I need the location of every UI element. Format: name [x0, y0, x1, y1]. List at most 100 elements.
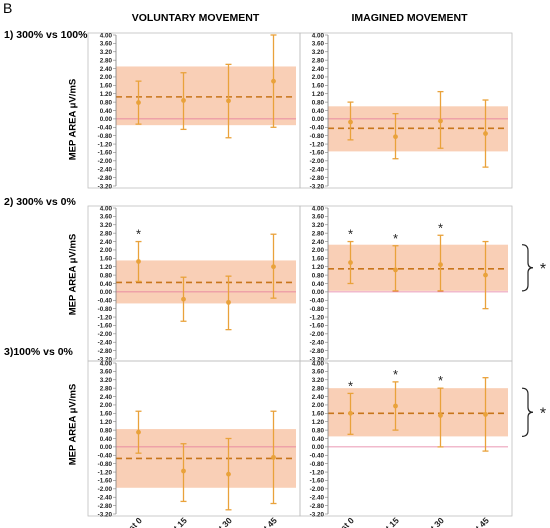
y-tick-label: 1.60 — [312, 256, 325, 263]
y-tick-label: 1.20 — [312, 91, 325, 98]
category-label: post 0 — [331, 515, 356, 528]
y-tick-label: -1.20 — [310, 469, 325, 476]
y-tick-label: 0.40 — [312, 108, 325, 115]
y-tick-label: 2.80 — [100, 385, 113, 392]
panel-frame — [299, 360, 513, 517]
y-tick-label: 2.40 — [100, 66, 113, 73]
significance-star: * — [136, 227, 141, 242]
data-point — [226, 299, 231, 305]
data-point — [393, 403, 398, 409]
y-tick-label: 4.00 — [312, 32, 325, 39]
y-tick-label: -2.00 — [98, 331, 113, 338]
y-tick-label: -2.80 — [98, 503, 113, 510]
y-tick-label: 2.80 — [312, 230, 325, 237]
y-tick-label: 2.80 — [312, 57, 325, 64]
y-tick-label: 4.00 — [100, 360, 113, 367]
confidence-band — [116, 66, 296, 126]
y-tick-label: -0.40 — [310, 125, 325, 132]
y-tick-label: 2.40 — [100, 239, 113, 246]
category-label: post 30 — [418, 515, 446, 528]
y-tick-label: -0.80 — [98, 306, 113, 313]
data-point — [393, 267, 398, 273]
data-point — [438, 118, 443, 124]
y-tick-label: -2.00 — [98, 486, 113, 493]
y-tick-label: -0.80 — [310, 133, 325, 140]
column-title-imagined: IMAGINED MOVEMENT — [351, 12, 468, 24]
category-label: post 45 — [463, 515, 491, 528]
y-tick-label: 1.60 — [312, 411, 325, 418]
y-tick-label: -0.80 — [98, 133, 113, 140]
significance-star: * — [438, 220, 443, 235]
column-title-voluntary: VOLUNTARY MOVEMENT — [131, 12, 260, 24]
y-tick-label: 1.60 — [100, 411, 113, 418]
data-point — [226, 98, 231, 104]
y-tick-label: 0.40 — [312, 436, 325, 443]
y-tick-label: 4.00 — [100, 32, 113, 39]
y-tick-label: 0.80 — [312, 99, 325, 106]
y-tick-label: 0.80 — [100, 427, 113, 434]
y-tick-label: 1.20 — [100, 264, 113, 271]
y-tick-label: 2.00 — [312, 247, 325, 254]
y-tick-label: 2.00 — [100, 402, 113, 409]
confidence-band — [328, 388, 508, 437]
data-point — [438, 262, 443, 268]
significance-star: * — [438, 373, 443, 388]
data-point — [181, 98, 186, 103]
data-point — [136, 429, 141, 435]
data-point — [483, 272, 488, 278]
bracket-star: * — [540, 405, 546, 422]
panel-label: B — [3, 0, 13, 16]
y-tick-label: 2.00 — [312, 74, 325, 81]
y-tick-label: 0.00 — [100, 289, 113, 296]
y-tick-label: 3.20 — [312, 377, 325, 384]
chart-panel-1: 4.00 3.603.202.80 2.402.00 1.601.200.80 0.40… — [87, 32, 301, 190]
y-tick-label: -1.60 — [98, 478, 113, 485]
data-point — [226, 471, 231, 477]
y-tick-label: 0.00 — [312, 444, 325, 451]
panel-frame — [299, 32, 513, 189]
y-tick-label: 3.60 — [312, 41, 325, 48]
y-tick-label: 0.80 — [312, 272, 325, 279]
y-tick-label: 0.40 — [100, 281, 113, 288]
data-point — [181, 468, 186, 474]
row-label-2: 2) 300% vs 0% — [4, 196, 76, 208]
data-point — [348, 260, 353, 265]
y-tick-label: -2.40 — [98, 340, 113, 347]
significance-star: * — [348, 227, 353, 242]
significance-star: * — [393, 367, 398, 382]
y-tick-label: -0.40 — [310, 298, 325, 305]
y-tick-label: -2.00 — [310, 331, 325, 338]
y-tick-label: -3.20 — [98, 356, 113, 363]
data-point — [438, 413, 443, 418]
y-tick-label: 1.20 — [312, 419, 325, 426]
y-tick-label: -1.60 — [310, 323, 325, 330]
y-tick-label: -0.80 — [98, 461, 113, 468]
y-tick-label: 3.60 — [100, 369, 113, 376]
data-point — [271, 454, 276, 460]
row-label-1: 1) 300% vs 100% — [4, 29, 88, 41]
y-tick-label: 3.20 — [100, 222, 113, 229]
significance-star: * — [348, 378, 353, 393]
y-tick-label: 0.40 — [100, 108, 113, 115]
y-tick-label: -2.00 — [310, 486, 325, 493]
y-tick-label: -0.40 — [310, 453, 325, 460]
y-tick-label: -2.40 — [310, 167, 325, 174]
y-tick-label: -1.60 — [310, 150, 325, 157]
y-tick-label: -2.00 — [98, 158, 113, 165]
y-tick-label: -1.20 — [310, 314, 325, 321]
y-tick-label: -3.20 — [310, 511, 325, 518]
y-tick-label: 2.40 — [312, 66, 325, 73]
y-tick-label: 4.00 — [312, 360, 325, 367]
y-tick-label: -2.80 — [310, 348, 325, 355]
y-tick-label: -3.20 — [98, 183, 113, 190]
y-tick-label: 0.00 — [312, 289, 325, 296]
data-point — [483, 411, 488, 417]
y-tick-label: -2.80 — [310, 503, 325, 510]
y-tick-label: 0.40 — [312, 281, 325, 288]
chart-panel-4: 4.00 3.603.202.80 2.402.00 1.601.200.80 0.40… — [299, 205, 546, 363]
category-label: post 30 — [206, 515, 234, 528]
y-tick-label: 2.80 — [100, 57, 113, 64]
confidence-band — [328, 244, 508, 291]
